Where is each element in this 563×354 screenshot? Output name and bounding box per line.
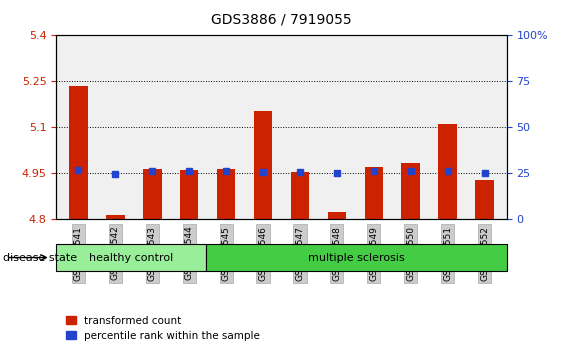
Bar <box>106 215 124 219</box>
Bar <box>401 163 420 219</box>
Bar <box>291 172 309 219</box>
Bar <box>217 169 235 219</box>
Bar <box>365 167 383 219</box>
Bar <box>475 179 494 219</box>
Text: multiple sclerosis: multiple sclerosis <box>308 252 405 263</box>
Bar <box>254 110 272 219</box>
Bar <box>439 124 457 219</box>
Bar <box>328 212 346 219</box>
Bar <box>143 169 162 219</box>
Bar <box>69 86 88 219</box>
Text: healthy control: healthy control <box>90 252 173 263</box>
Text: disease state: disease state <box>3 252 77 263</box>
Text: GDS3886 / 7919055: GDS3886 / 7919055 <box>211 12 352 27</box>
Bar <box>180 170 198 219</box>
Legend: transformed count, percentile rank within the sample: transformed count, percentile rank withi… <box>61 312 265 345</box>
